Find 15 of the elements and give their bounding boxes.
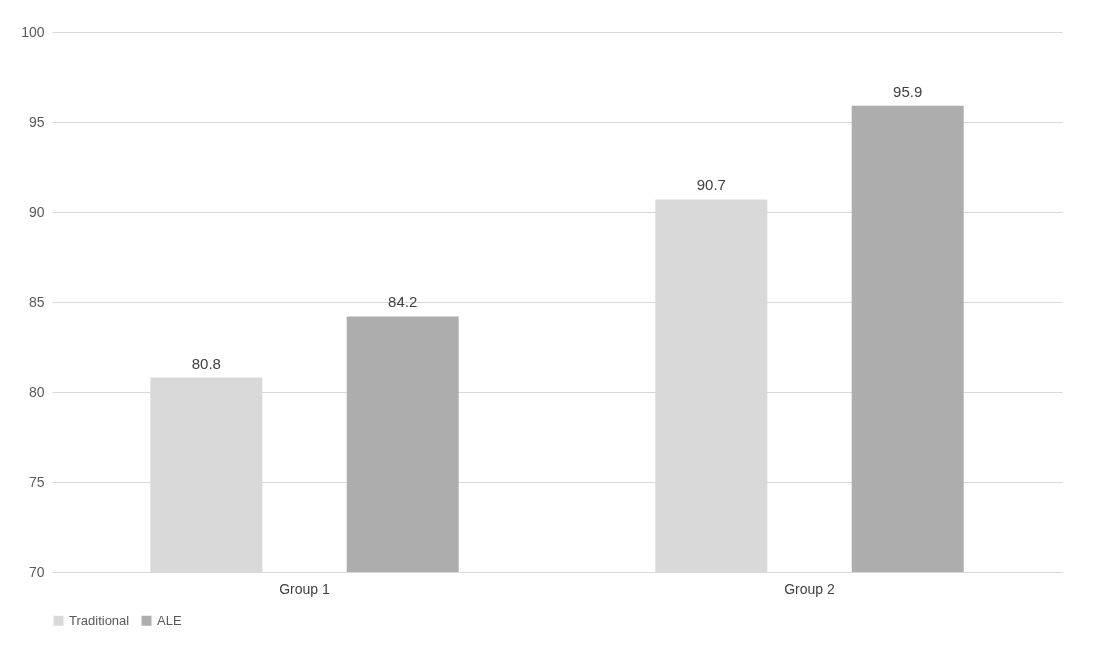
x-tick-label: Group 1 [279,580,330,597]
data-label: 95.9 [893,82,923,100]
y-tick-label: 70 [28,563,45,580]
y-tick-label: 75 [28,473,45,490]
data-label: 80.8 [191,354,221,372]
data-label: 90.7 [696,176,726,194]
y-tick-label: 90 [28,203,45,220]
y-tick-label: 95 [28,113,45,130]
y-tick-label: 100 [21,23,45,40]
y-tick-label: 80 [28,383,45,400]
legend-label: Traditional [69,612,130,628]
y-tick-label: 85 [28,293,45,310]
data-label: 84.2 [388,293,418,311]
x-tick-label: Group 2 [784,580,835,597]
legend-label: ALE [157,612,182,628]
